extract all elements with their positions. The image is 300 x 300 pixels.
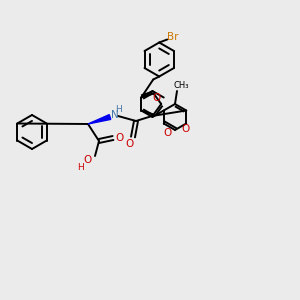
Text: O: O: [163, 128, 171, 138]
Text: O: O: [152, 94, 161, 103]
Text: H: H: [115, 104, 122, 113]
Text: Br: Br: [167, 32, 179, 43]
Text: N: N: [111, 110, 119, 120]
Text: O: O: [181, 124, 189, 134]
Text: O: O: [115, 133, 123, 143]
Text: H: H: [78, 163, 84, 172]
Text: CH₃: CH₃: [173, 82, 189, 91]
Polygon shape: [88, 115, 111, 124]
Text: O: O: [126, 139, 134, 149]
Text: O: O: [84, 155, 92, 165]
